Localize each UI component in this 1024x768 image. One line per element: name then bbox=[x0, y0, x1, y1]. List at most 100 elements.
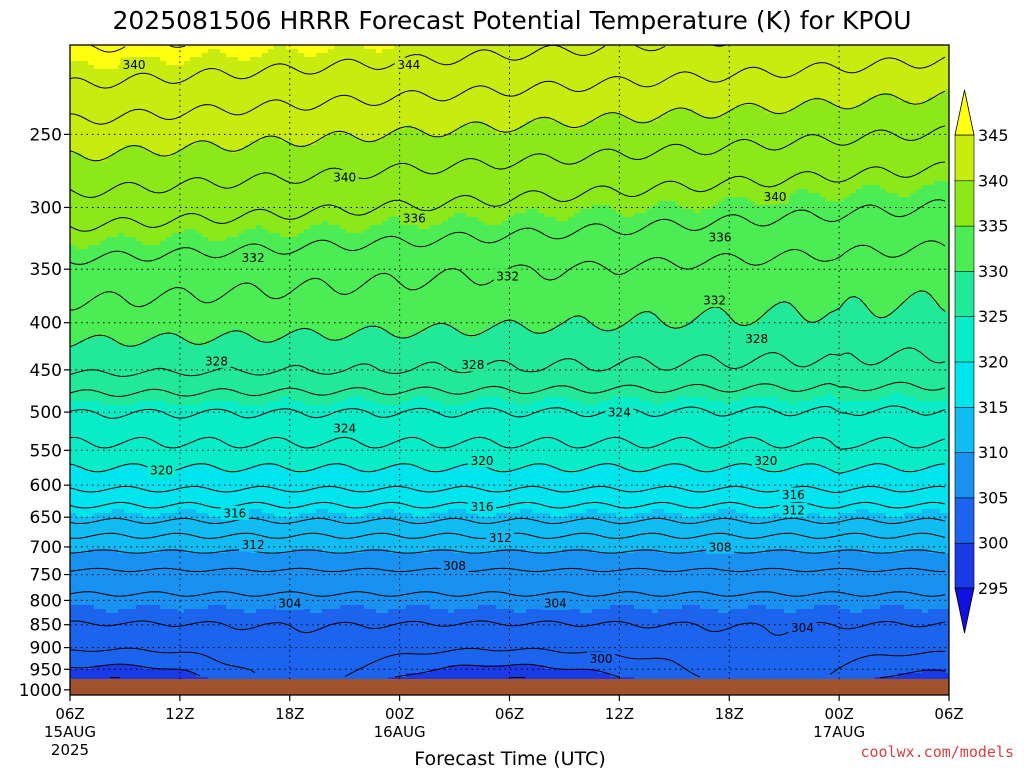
theta-cell bbox=[82, 469, 89, 474]
theta-cell bbox=[82, 457, 89, 462]
theta-cell bbox=[172, 245, 179, 250]
theta-cell bbox=[208, 657, 215, 662]
theta-cell bbox=[154, 161, 161, 166]
theta-cell bbox=[124, 45, 131, 50]
theta-cell bbox=[214, 49, 221, 54]
theta-cell bbox=[202, 137, 209, 142]
theta-cell bbox=[148, 109, 155, 114]
theta-cell bbox=[202, 105, 209, 110]
theta-cell bbox=[154, 417, 161, 422]
theta-cell bbox=[142, 657, 149, 662]
theta-cell bbox=[208, 105, 215, 110]
theta-cell bbox=[208, 577, 215, 582]
theta-cell bbox=[244, 289, 251, 294]
theta-cell bbox=[202, 617, 209, 622]
theta-cell bbox=[70, 429, 77, 434]
theta-cell bbox=[136, 173, 143, 178]
theta-cell bbox=[130, 157, 137, 162]
theta-cell bbox=[244, 345, 251, 350]
theta-cell bbox=[94, 57, 101, 62]
theta-cell bbox=[160, 629, 167, 634]
theta-cell bbox=[166, 229, 173, 234]
theta-cell bbox=[124, 273, 131, 278]
theta-cell bbox=[196, 145, 203, 150]
theta-cell bbox=[70, 121, 77, 126]
theta-cell bbox=[172, 325, 179, 330]
theta-cell bbox=[160, 293, 167, 298]
theta-cell bbox=[88, 557, 95, 562]
theta-cell bbox=[166, 561, 173, 566]
theta-cell bbox=[142, 365, 149, 370]
theta-cell bbox=[178, 453, 185, 458]
theta-cell bbox=[256, 309, 263, 314]
theta-cell bbox=[118, 225, 125, 230]
theta-cell bbox=[208, 565, 215, 570]
theta-cell bbox=[82, 645, 89, 650]
theta-cell bbox=[160, 381, 167, 386]
theta-cell bbox=[88, 445, 95, 450]
theta-cell bbox=[148, 433, 155, 438]
theta-cell bbox=[166, 273, 173, 278]
theta-cell bbox=[232, 605, 239, 610]
theta-cell bbox=[112, 221, 119, 226]
theta-cell bbox=[172, 393, 179, 398]
theta-cell bbox=[226, 617, 233, 622]
theta-cell bbox=[106, 553, 113, 558]
theta-cell bbox=[184, 349, 191, 354]
theta-cell bbox=[226, 525, 233, 530]
theta-cell bbox=[226, 385, 233, 390]
theta-cell bbox=[118, 309, 125, 314]
theta-cell bbox=[208, 641, 215, 646]
theta-cell bbox=[82, 273, 89, 278]
theta-cell bbox=[88, 325, 95, 330]
theta-cell bbox=[130, 97, 137, 102]
theta-cell bbox=[220, 545, 227, 550]
theta-cell bbox=[166, 353, 173, 358]
theta-cell bbox=[172, 401, 179, 406]
theta-cell bbox=[142, 293, 149, 298]
theta-cell bbox=[196, 93, 203, 98]
theta-cell bbox=[94, 501, 101, 506]
theta-cell bbox=[226, 545, 233, 550]
theta-cell bbox=[100, 285, 107, 290]
theta-cell bbox=[106, 473, 113, 478]
theta-cell bbox=[220, 445, 227, 450]
theta-cell bbox=[172, 533, 179, 538]
theta-cell bbox=[106, 513, 113, 518]
theta-cell bbox=[208, 601, 215, 606]
theta-cell bbox=[166, 585, 173, 590]
theta-cell bbox=[124, 257, 131, 262]
theta-cell bbox=[118, 313, 125, 318]
theta-cell bbox=[184, 385, 191, 390]
theta-cell bbox=[214, 173, 221, 178]
theta-cell bbox=[88, 381, 95, 386]
theta-cell bbox=[232, 501, 239, 506]
theta-cell bbox=[148, 445, 155, 450]
theta-cell bbox=[76, 273, 83, 278]
theta-cell bbox=[214, 509, 221, 514]
theta-cell bbox=[220, 397, 227, 402]
theta-cell bbox=[202, 509, 209, 514]
theta-cell bbox=[196, 549, 203, 554]
theta-cell bbox=[70, 69, 77, 74]
theta-cell bbox=[244, 405, 251, 410]
theta-cell bbox=[94, 289, 101, 294]
theta-cell bbox=[100, 293, 107, 298]
theta-cell bbox=[154, 181, 161, 186]
theta-cell bbox=[166, 657, 173, 662]
theta-cell bbox=[148, 525, 155, 530]
theta-cell bbox=[118, 373, 125, 378]
theta-cell bbox=[196, 85, 203, 90]
theta-cell bbox=[88, 145, 95, 150]
theta-cell bbox=[178, 289, 185, 294]
theta-cell bbox=[244, 113, 251, 118]
theta-cell bbox=[184, 73, 191, 78]
theta-cell bbox=[142, 305, 149, 310]
theta-cell bbox=[88, 605, 95, 610]
theta-cell bbox=[82, 553, 89, 558]
theta-cell bbox=[148, 201, 155, 206]
theta-cell bbox=[190, 417, 197, 422]
theta-cell bbox=[112, 193, 119, 198]
theta-cell bbox=[184, 641, 191, 646]
theta-cell bbox=[88, 421, 95, 426]
